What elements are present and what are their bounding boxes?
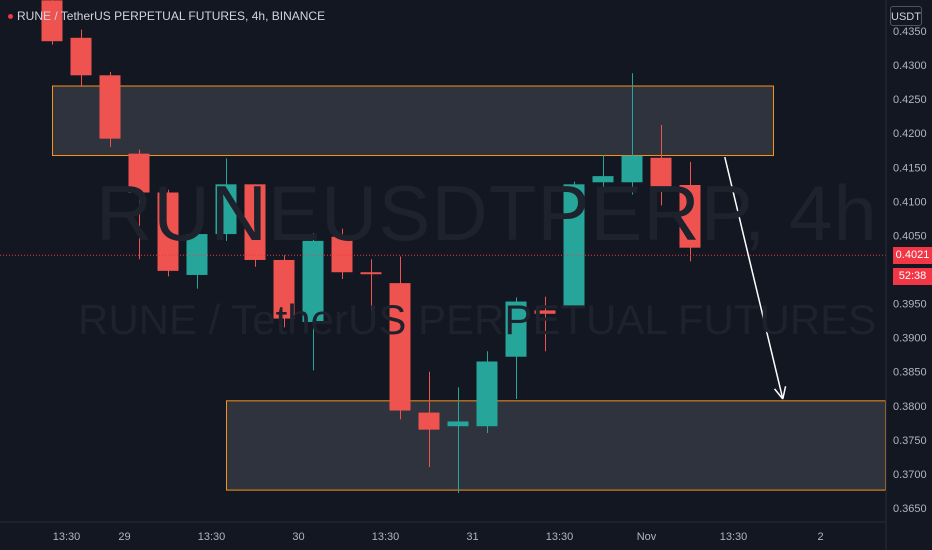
candle-8 — [273, 255, 295, 328]
price-axis[interactable]: 0.4350 0.4300 0.4250 0.4200 0.4150 0.4100 0.40… — [893, 26, 927, 515]
candle-4 — [157, 189, 179, 277]
candle-body — [331, 236, 353, 273]
time-axis[interactable]: 13:30 29 13:30 30 13:30 31 13:30 Nov 13:30 2 — [53, 531, 824, 543]
watermark-description: RUNE / TetherUS PERPETUAL FUTURES — [78, 296, 877, 343]
candle-12 — [389, 256, 411, 420]
candle-15 — [476, 351, 498, 434]
candle-18 — [563, 181, 585, 321]
candle-body — [621, 155, 643, 183]
candle-body — [476, 361, 498, 427]
candle-body — [244, 184, 266, 260]
arrow-shaft — [724, 156, 784, 400]
zone-0 — [52, 85, 774, 157]
candle-21 — [650, 125, 672, 206]
x-tick-label: 29 — [118, 531, 130, 543]
candle-body — [128, 153, 150, 193]
candle-body — [360, 272, 382, 275]
y-tick-label: 0.3950 — [893, 299, 927, 311]
last-price-label: 0.4021 — [893, 247, 932, 264]
candle-5 — [186, 220, 208, 289]
candle-body — [418, 412, 440, 430]
candle-0 — [41, 0, 63, 45]
y-tick-label: 0.3850 — [893, 367, 927, 379]
x-tick-label: 13:30 — [372, 531, 400, 543]
status-dot-icon — [8, 14, 13, 20]
candle-body — [563, 184, 585, 307]
candle-body — [650, 157, 672, 192]
currency-button[interactable]: USDT — [890, 6, 922, 26]
candle-19 — [592, 155, 614, 232]
candle-7 — [244, 184, 266, 267]
candle-3 — [128, 149, 150, 260]
candle-13 — [418, 371, 440, 468]
y-tick-label: 0.3750 — [893, 435, 927, 447]
candle-body — [157, 192, 179, 271]
candle-body — [447, 421, 469, 427]
candle-2 — [99, 71, 121, 147]
watermark-symbol: RUNEUSDTPERP, 4h — [96, 169, 878, 257]
candle-body — [534, 310, 556, 314]
y-tick-label: 0.3800 — [893, 401, 927, 413]
candle-16 — [505, 297, 527, 399]
y-tick-label: 0.3650 — [893, 503, 927, 515]
candle-6 — [215, 158, 237, 241]
y-tick-label: 0.4150 — [893, 162, 927, 174]
y-tick-label: 0.4050 — [893, 230, 927, 242]
candle-17 — [534, 296, 556, 352]
candle-body — [505, 301, 527, 357]
arrow-head — [782, 386, 787, 400]
projection-arrow-layer — [724, 156, 787, 400]
candle-10 — [331, 228, 353, 280]
chart-legend[interactable]: RUNE / TetherUS PERPETUAL FUTURES, 4h, B… — [8, 9, 325, 23]
x-tick-label: 13:30 — [53, 531, 81, 543]
candle-body — [41, 0, 63, 42]
bar-countdown-label: 52:38 — [893, 268, 932, 285]
candle-14 — [447, 387, 469, 494]
arrow-head — [773, 388, 784, 400]
y-tick-label: 0.4200 — [893, 128, 927, 140]
y-tick-label: 0.3900 — [893, 333, 927, 345]
chart-title: RUNE / TetherUS PERPETUAL FUTURES, 4h, B… — [17, 9, 326, 23]
x-tick-label: 30 — [292, 531, 304, 543]
candles-layer — [41, 0, 701, 494]
candle-body — [679, 185, 701, 248]
x-tick-label: 13:30 — [546, 531, 574, 543]
candle-20 — [621, 73, 643, 195]
y-tick-label: 0.4350 — [893, 26, 927, 38]
x-tick-label: Nov — [637, 531, 657, 543]
candle-body — [186, 234, 208, 275]
zones-layer — [52, 85, 886, 491]
candle-body — [389, 283, 411, 411]
candle-body — [70, 37, 92, 76]
x-tick-label: 13:30 — [720, 531, 748, 543]
candle-body — [99, 75, 121, 139]
candle-body — [215, 184, 237, 235]
zone-1 — [226, 400, 886, 491]
x-tick-label: 2 — [817, 531, 823, 543]
x-tick-label: 13:30 — [198, 531, 226, 543]
y-tick-label: 0.3700 — [893, 469, 927, 481]
x-tick-label: 31 — [466, 531, 478, 543]
y-tick-label: 0.4250 — [893, 94, 927, 106]
candle-9 — [302, 233, 324, 371]
candle-11 — [360, 259, 382, 311]
y-tick-label: 0.4300 — [893, 60, 927, 72]
candle-body — [302, 240, 324, 322]
candle-1 — [70, 29, 92, 87]
candle-body — [592, 176, 614, 183]
y-tick-label: 0.4100 — [893, 196, 927, 208]
candle-22 — [679, 161, 701, 262]
candle-body — [273, 259, 295, 319]
